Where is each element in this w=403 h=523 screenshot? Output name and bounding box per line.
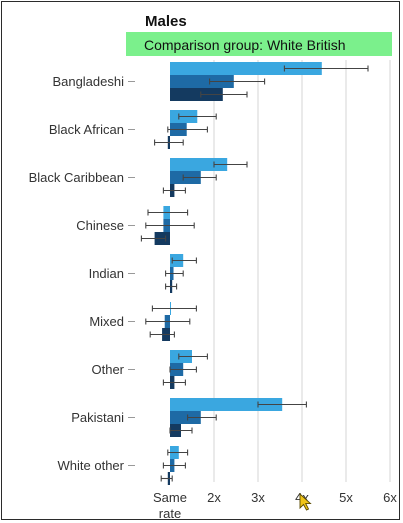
bar xyxy=(170,62,322,75)
category-label: White other xyxy=(58,458,125,473)
x-tick-label: 2x xyxy=(207,490,221,505)
x-tick-label: Same xyxy=(153,490,187,505)
x-tick-label: 5x xyxy=(339,490,353,505)
bar xyxy=(170,158,228,171)
category-label: Bangladeshi xyxy=(52,74,124,89)
bar xyxy=(170,411,201,424)
category-label: Pakistani xyxy=(71,410,124,425)
category-label: Indian xyxy=(89,266,124,281)
category-label: Mixed xyxy=(89,314,124,329)
chart-title: Males xyxy=(145,13,187,30)
category-label: Other xyxy=(91,362,124,377)
category-label: Chinese xyxy=(76,218,124,233)
x-tick-label: 3x xyxy=(251,490,265,505)
category-label: Black African xyxy=(49,122,124,137)
bar xyxy=(170,398,283,411)
bar xyxy=(170,75,234,88)
x-tick-label: rate xyxy=(159,506,181,521)
category-label: Black Caribbean xyxy=(29,170,124,185)
subtitle-background xyxy=(126,32,392,56)
mouse-cursor-icon xyxy=(299,493,312,511)
x-tick-label: 6x xyxy=(383,490,397,505)
bar xyxy=(170,88,223,101)
chart-subtitle: Comparison group: White British xyxy=(144,37,346,53)
